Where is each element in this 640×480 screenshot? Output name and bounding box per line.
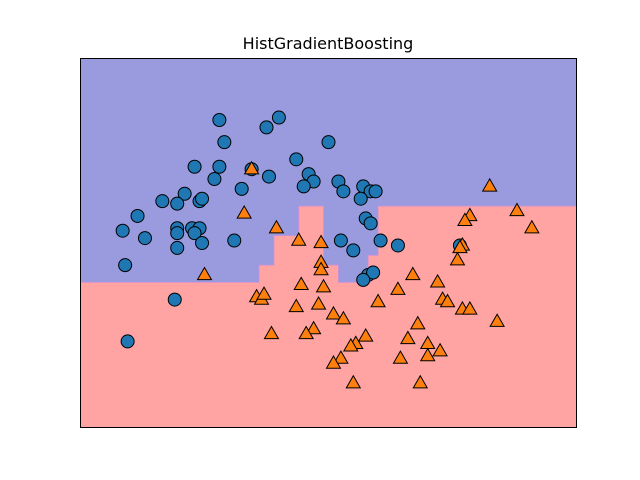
point-class-0 [366, 265, 381, 280]
point-class-1 [315, 278, 332, 293]
point-class-1 [404, 266, 421, 281]
point-class-0 [212, 113, 227, 127]
point-class-1 [409, 315, 426, 330]
point-class-1 [310, 295, 327, 310]
point-class-0 [336, 184, 351, 199]
point-class-1 [325, 355, 342, 369]
point-class-1 [288, 298, 305, 313]
point-class-0 [195, 236, 210, 250]
point-class-0 [170, 226, 185, 241]
point-class-1 [333, 350, 349, 364]
point-class-0 [207, 172, 222, 187]
decision-boundary [80, 205, 577, 283]
point-class-1 [432, 342, 448, 357]
point-class-1 [481, 177, 498, 192]
point-class-0 [333, 233, 348, 248]
point-class-0 [187, 226, 202, 241]
point-class-1 [236, 204, 253, 219]
point-class-1 [196, 266, 213, 281]
point-class-0 [259, 120, 274, 135]
point-class-1 [293, 276, 310, 290]
point-class-0 [130, 208, 145, 223]
point-class-0 [120, 334, 135, 349]
point-class-1 [392, 350, 409, 364]
point-class-1 [335, 310, 352, 325]
point-class-0 [296, 179, 311, 194]
point-class-0 [212, 159, 227, 174]
point-class-0 [227, 233, 242, 248]
point-class-0 [289, 152, 304, 167]
point-class-1 [290, 232, 307, 246]
point-class-0 [195, 191, 210, 206]
point-class-0 [353, 191, 368, 206]
point-class-0 [363, 216, 378, 231]
point-class-1 [419, 347, 436, 362]
point-class-1 [313, 234, 329, 249]
point-class-0 [356, 272, 371, 287]
decision-regions [80, 58, 577, 428]
chart-title: HistGradientBoosting [243, 34, 414, 53]
point-class-1 [345, 374, 362, 389]
point-class-1 [400, 330, 416, 345]
point-class-1 [412, 374, 429, 389]
plot-frame [80, 58, 577, 428]
point-class-1 [524, 219, 540, 234]
point-class-1 [243, 160, 260, 175]
point-class-0 [137, 231, 152, 246]
point-class-0 [170, 196, 185, 211]
point-class-1 [457, 212, 473, 227]
point-class-0 [167, 292, 182, 307]
point-class-0 [368, 184, 383, 199]
point-class-1 [452, 239, 468, 254]
point-class-1 [462, 300, 478, 315]
point-class-0 [118, 258, 133, 273]
point-class-1 [439, 293, 456, 308]
point-class-0 [390, 238, 405, 253]
point-class-1 [449, 251, 466, 266]
point-class-1 [489, 313, 505, 327]
scatter-points [115, 110, 540, 389]
point-class-1 [313, 261, 329, 276]
point-class-0 [217, 135, 232, 150]
point-class-0 [271, 110, 286, 125]
point-class-1 [268, 219, 285, 234]
point-class-1 [298, 325, 315, 340]
point-class-0 [177, 186, 192, 201]
point-class-1 [342, 337, 359, 352]
point-class-0 [373, 233, 388, 248]
point-class-0 [234, 181, 249, 196]
point-class-0 [261, 169, 276, 184]
point-class-1 [305, 320, 322, 335]
point-class-1 [357, 327, 374, 342]
point-class-0 [187, 159, 202, 174]
point-class-0 [155, 194, 170, 209]
point-class-1 [370, 293, 386, 308]
point-class-1 [429, 273, 446, 288]
point-class-1 [509, 202, 525, 217]
point-class-1 [325, 305, 342, 320]
point-class-0 [170, 240, 185, 255]
point-class-0 [346, 243, 361, 258]
point-class-0 [321, 135, 336, 150]
point-class-1 [263, 325, 280, 340]
point-class-1 [256, 286, 272, 300]
point-class-0 [115, 223, 130, 238]
point-class-1 [390, 281, 406, 295]
